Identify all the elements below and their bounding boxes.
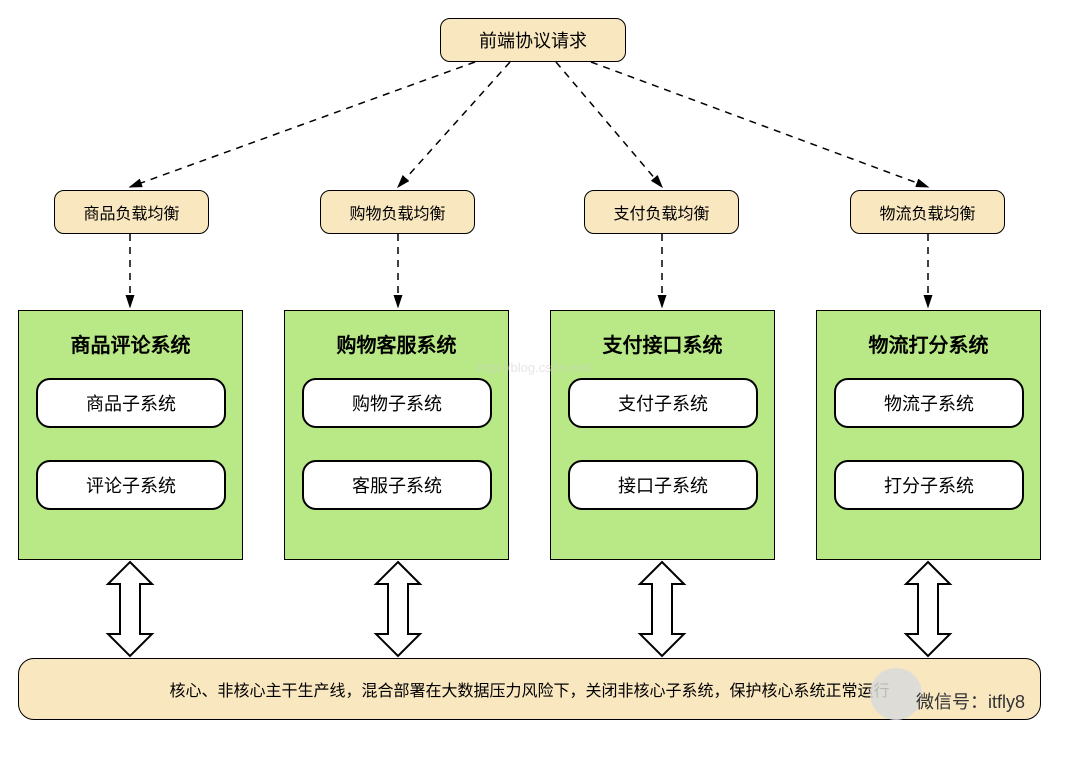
sub-shopping-1: 购物子系统 (302, 378, 492, 428)
double-arrow-2 (376, 562, 420, 656)
sub-goods-1: 商品子系统 (36, 378, 226, 428)
sub-logistic-2: 打分子系统 (834, 460, 1024, 510)
group-payment-title: 支付接口系统 (551, 329, 774, 358)
double-arrow-1 (108, 562, 152, 656)
edge-root-lb2 (398, 62, 510, 187)
group-logistic-title: 物流打分系统 (817, 329, 1040, 358)
sub-goods-1-label: 商品子系统 (86, 390, 176, 416)
sub-payment-2-label: 接口子系统 (618, 472, 708, 498)
lb-shopping: 购物负载均衡 (320, 190, 475, 234)
lb-shopping-label: 购物负载均衡 (349, 200, 445, 224)
lb-goods-label: 商品负载均衡 (83, 200, 179, 224)
sub-payment-1: 支付子系统 (568, 378, 758, 428)
edge-root-lb4 (591, 62, 928, 187)
group-payment: 支付接口系统 (550, 310, 775, 560)
root-label: 前端协议请求 (479, 27, 587, 53)
sub-shopping-1-label: 购物子系统 (352, 390, 442, 416)
sub-shopping-2: 客服子系统 (302, 460, 492, 510)
edge-root-lb1 (130, 62, 475, 187)
lb-logistic: 物流负载均衡 (850, 190, 1005, 234)
lb-goods: 商品负载均衡 (54, 190, 209, 234)
double-arrow-3 (640, 562, 684, 656)
root-node: 前端协议请求 (440, 18, 626, 62)
sub-shopping-2-label: 客服子系统 (352, 472, 442, 498)
group-shopping: 购物客服系统 (284, 310, 509, 560)
sub-logistic-2-label: 打分子系统 (884, 472, 974, 498)
lb-payment: 支付负载均衡 (584, 190, 739, 234)
group-logistic: 物流打分系统 (816, 310, 1041, 560)
double-arrow-4 (906, 562, 950, 656)
sub-payment-2: 接口子系统 (568, 460, 758, 510)
sub-logistic-1-label: 物流子系统 (884, 390, 974, 416)
edge-root-lb3 (556, 62, 662, 187)
sub-payment-1-label: 支付子系统 (618, 390, 708, 416)
group-goods-title: 商品评论系统 (19, 329, 242, 358)
bottom-bar-label: 核心、非核心主干生产线，混合部署在大数据压力风险下，关闭非核心子系统，保护核心系… (169, 677, 889, 701)
wechat-label: 微信号：itfly8 (916, 688, 1025, 714)
group-shopping-title: 购物客服系统 (285, 329, 508, 358)
sub-goods-2-label: 评论子系统 (86, 472, 176, 498)
sub-goods-2: 评论子系统 (36, 460, 226, 510)
watermark-text: http://blog.csdn.net/ (478, 360, 591, 375)
wechat-icon (870, 668, 922, 720)
sub-logistic-1: 物流子系统 (834, 378, 1024, 428)
group-goods: 商品评论系统 (18, 310, 243, 560)
lb-logistic-label: 物流负载均衡 (879, 200, 975, 224)
lb-payment-label: 支付负载均衡 (613, 200, 709, 224)
